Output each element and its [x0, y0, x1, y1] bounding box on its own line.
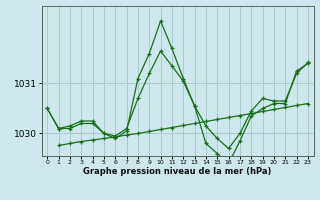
X-axis label: Graphe pression niveau de la mer (hPa): Graphe pression niveau de la mer (hPa) [84, 167, 272, 176]
